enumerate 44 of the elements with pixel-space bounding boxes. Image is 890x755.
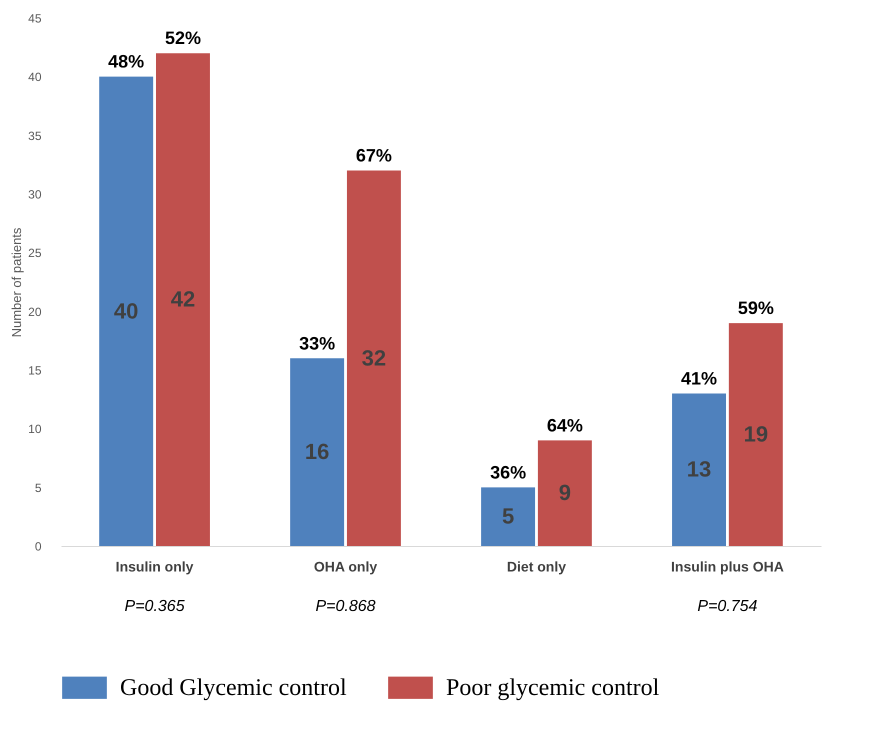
data-label: 40 bbox=[114, 298, 138, 324]
bar bbox=[156, 53, 210, 546]
y-tick-label: 40 bbox=[28, 70, 42, 84]
annotation: 41% bbox=[681, 368, 718, 388]
data-label: 13 bbox=[686, 456, 712, 482]
x-tick-label: Insulin only bbox=[116, 558, 194, 574]
y-tick-label: 35 bbox=[28, 128, 42, 143]
data-label: 19 bbox=[744, 422, 768, 447]
legend-label: Poor glycemic control bbox=[446, 674, 660, 701]
y-tick-label: 30 bbox=[28, 188, 42, 202]
annotation: 64% bbox=[546, 415, 583, 436]
text: P=0.365 bbox=[124, 598, 185, 615]
y-axis-title: Number of patients bbox=[9, 227, 24, 338]
annotation: 36% bbox=[490, 462, 526, 482]
x-tick-label: Insulin plus OHA bbox=[671, 558, 784, 574]
y-tick-label: 0 bbox=[34, 540, 42, 554]
bar bbox=[728, 323, 783, 546]
bar bbox=[290, 358, 344, 546]
bar bbox=[538, 440, 592, 546]
legend-label: Good Glycemic control bbox=[120, 674, 347, 701]
data-label: 5 bbox=[502, 504, 514, 529]
annotation: 59% bbox=[738, 298, 774, 318]
y-tick-label: 15 bbox=[28, 364, 42, 378]
bar bbox=[481, 487, 536, 546]
annotation: 67% bbox=[356, 146, 392, 166]
y-tick-label: 20 bbox=[28, 304, 42, 319]
bar bbox=[672, 393, 726, 546]
x-tick-label: Diet only bbox=[506, 558, 566, 574]
y-tick-label: 5 bbox=[34, 480, 42, 495]
bar bbox=[99, 76, 154, 546]
x-tick-label: OHA only bbox=[314, 558, 378, 574]
y-tick-label: 10 bbox=[28, 422, 42, 436]
annotation: 52% bbox=[164, 28, 201, 48]
bar bbox=[346, 170, 401, 546]
data-label: 9 bbox=[558, 480, 571, 506]
text: P=0.754 bbox=[697, 598, 758, 615]
data-label: 42 bbox=[170, 286, 196, 312]
data-label: 32 bbox=[362, 345, 386, 370]
annotation: 48% bbox=[108, 52, 144, 72]
text: P=0.868 bbox=[315, 598, 376, 615]
y-tick-label: 25 bbox=[28, 246, 42, 260]
y-tick-label: 45 bbox=[28, 12, 42, 26]
data-label: 16 bbox=[304, 439, 330, 464]
annotation: 33% bbox=[299, 333, 336, 354]
